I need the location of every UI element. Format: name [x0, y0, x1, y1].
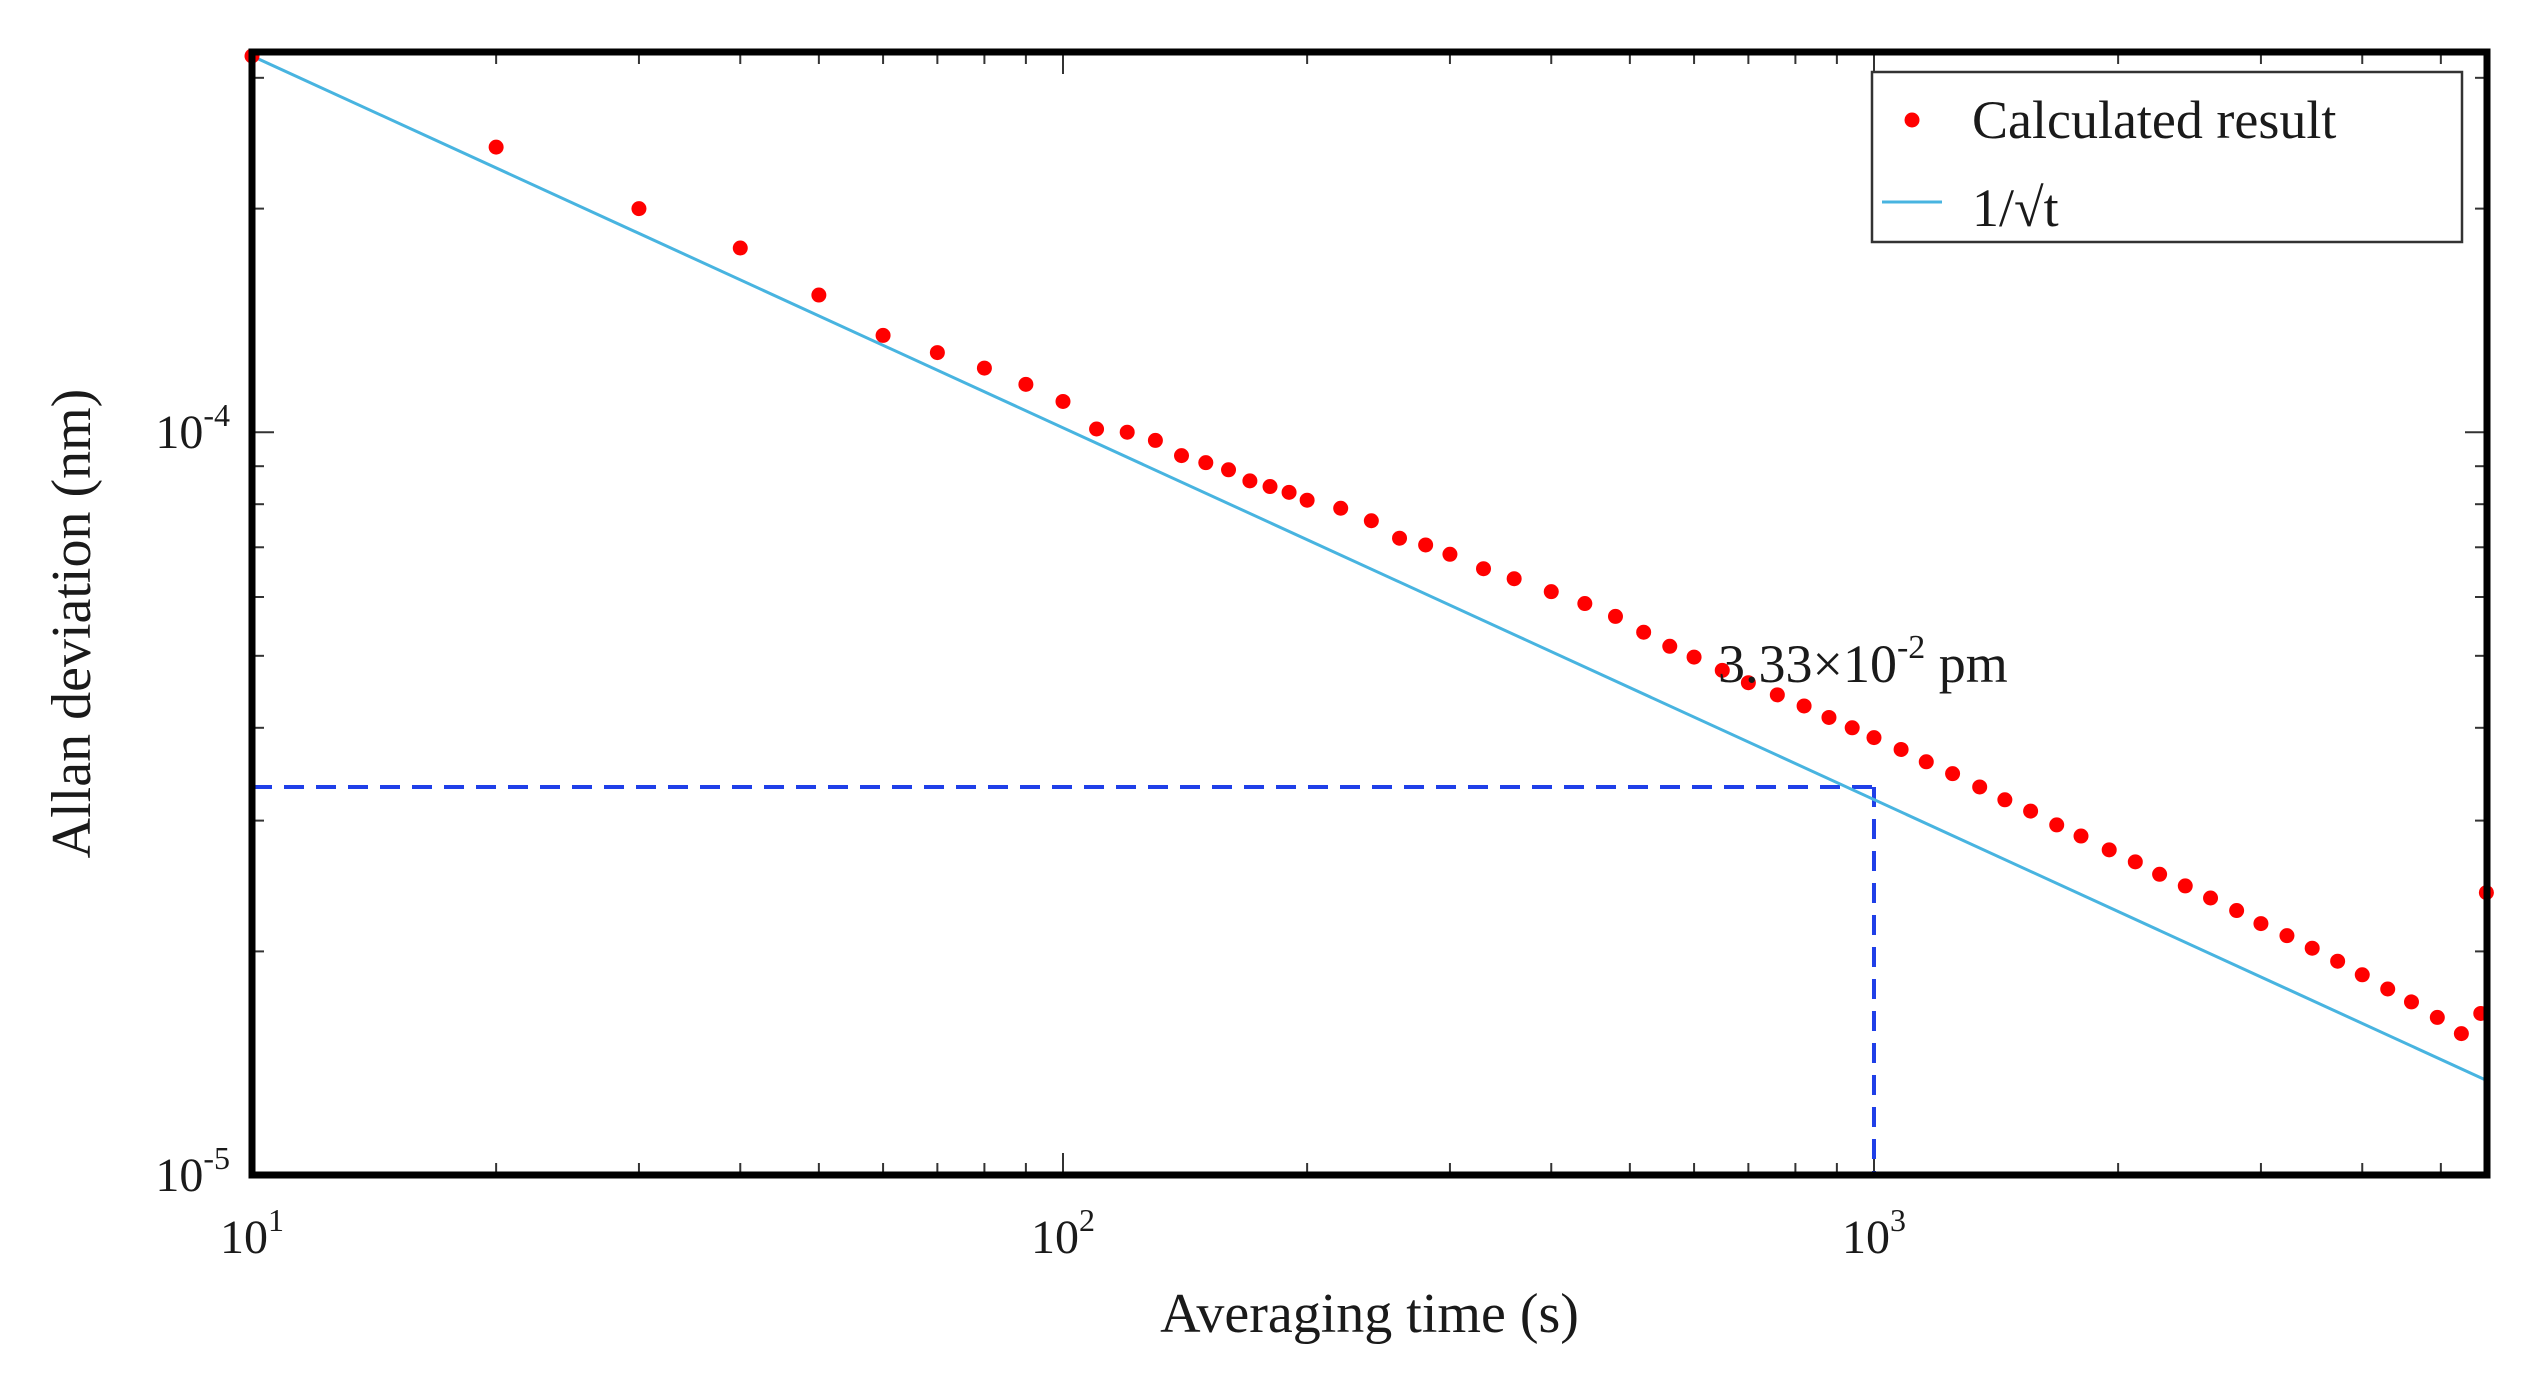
data-point: [1821, 709, 1837, 725]
fit-line-layer: [251, 54, 2488, 1082]
data-point: [875, 327, 891, 343]
data-point: [1221, 462, 1237, 478]
data-point: [1147, 432, 1163, 448]
data-point: [631, 201, 647, 217]
legend-marker-icon: [1904, 112, 1920, 128]
data-point: [1442, 546, 1458, 562]
data-point: [2330, 953, 2346, 969]
annotation-unit: pm: [1925, 634, 2008, 694]
annotation-base: 3.33×10: [1718, 634, 1897, 694]
annotation-label: 3.33×10-2 pm: [1718, 629, 2008, 694]
y-tick-label: 10-5: [155, 1140, 230, 1202]
x-tick-label-base: 10: [1842, 1211, 1890, 1264]
data-point: [1740, 675, 1756, 691]
data-point: [1866, 730, 1882, 746]
data-point: [2049, 817, 2065, 833]
data-point: [1893, 741, 1909, 757]
legend: Calculated result 1/√t: [1870, 70, 2464, 244]
y-tick-label-base: 10: [155, 406, 203, 459]
reference-lines: [252, 784, 1876, 1175]
x-tick-label: 103: [1842, 1202, 1906, 1264]
data-point: [2152, 866, 2168, 882]
data-point: [1918, 754, 1934, 770]
data-point: [1333, 500, 1349, 516]
data-point: [1281, 484, 1297, 500]
data-point: [2229, 903, 2245, 919]
data-point: [811, 287, 827, 303]
data-point: [1796, 698, 1812, 714]
x-tick-label-exp: 1: [268, 1202, 284, 1238]
x-tick-label-base: 10: [220, 1211, 268, 1264]
data-point: [1174, 448, 1190, 464]
legend-box: [1870, 70, 2464, 244]
annotation-exp: -2: [1897, 629, 1925, 666]
data-point: [2253, 916, 2269, 932]
y-tick-label-exp: -4: [203, 397, 230, 433]
data-point: [2304, 940, 2320, 956]
data-point: [1543, 584, 1559, 600]
data-point: [2101, 842, 2117, 858]
data-point: [1119, 424, 1135, 440]
fit-line: [251, 54, 2488, 1082]
data-point: [2073, 828, 2089, 844]
data-point: [1363, 513, 1379, 529]
data-point: [976, 360, 992, 376]
x-axis-label: Averaging time (s): [1160, 1283, 1579, 1345]
x-tick-label: 102: [1031, 1202, 1095, 1264]
data-point: [1945, 766, 1961, 782]
data-point: [1607, 608, 1623, 624]
data-point: [732, 240, 748, 256]
data-point: [1242, 473, 1258, 489]
x-tick-label-exp: 2: [1079, 1202, 1095, 1238]
legend-label: Calculated result: [1972, 90, 2336, 150]
data-point: [1662, 638, 1678, 654]
data-point: [1262, 479, 1278, 495]
data-point: [1636, 624, 1652, 640]
data-point: [1506, 571, 1522, 587]
annotation-layer: 3.33×10-2 pm: [1718, 629, 2008, 694]
legend-label: 1/√t: [1972, 178, 2059, 238]
data-point: [2403, 994, 2419, 1010]
data-point: [2453, 1026, 2469, 1042]
data-point: [488, 139, 504, 155]
data-point: [929, 345, 945, 361]
data-point: [2177, 878, 2193, 894]
data-point: [1997, 792, 2013, 808]
y-tick-label: 10-4: [155, 397, 230, 459]
data-point: [1577, 596, 1593, 612]
data-point: [2429, 1009, 2445, 1025]
y-axis-label: Allan deviation (nm): [41, 389, 103, 859]
data-point: [2279, 928, 2295, 944]
data-point: [1055, 393, 1071, 409]
data-points-layer: [244, 48, 2494, 1042]
data-point: [1714, 662, 1730, 678]
data-point: [1476, 561, 1492, 577]
data-point: [1686, 649, 1702, 665]
data-point: [1769, 687, 1785, 703]
data-point: [1972, 779, 1988, 795]
data-point: [1418, 537, 1434, 553]
x-tick-label-base: 10: [1031, 1211, 1079, 1264]
x-tick-label: 101: [220, 1202, 284, 1264]
data-point: [2203, 890, 2219, 906]
x-tick-label-exp: 3: [1890, 1202, 1906, 1238]
data-point: [1089, 421, 1105, 437]
plot-frame: [248, 48, 2491, 1179]
data-point: [1844, 720, 1860, 736]
data-point: [1392, 530, 1408, 546]
data-point: [2023, 803, 2039, 819]
y-tick-label-base: 10: [155, 1149, 203, 1202]
data-point: [1018, 376, 1034, 392]
data-point: [2354, 967, 2370, 983]
data-point: [2127, 854, 2143, 870]
data-point: [1198, 455, 1214, 471]
y-tick-label-exp: -5: [203, 1140, 230, 1176]
data-point: [1299, 492, 1315, 508]
data-point: [2380, 981, 2396, 997]
